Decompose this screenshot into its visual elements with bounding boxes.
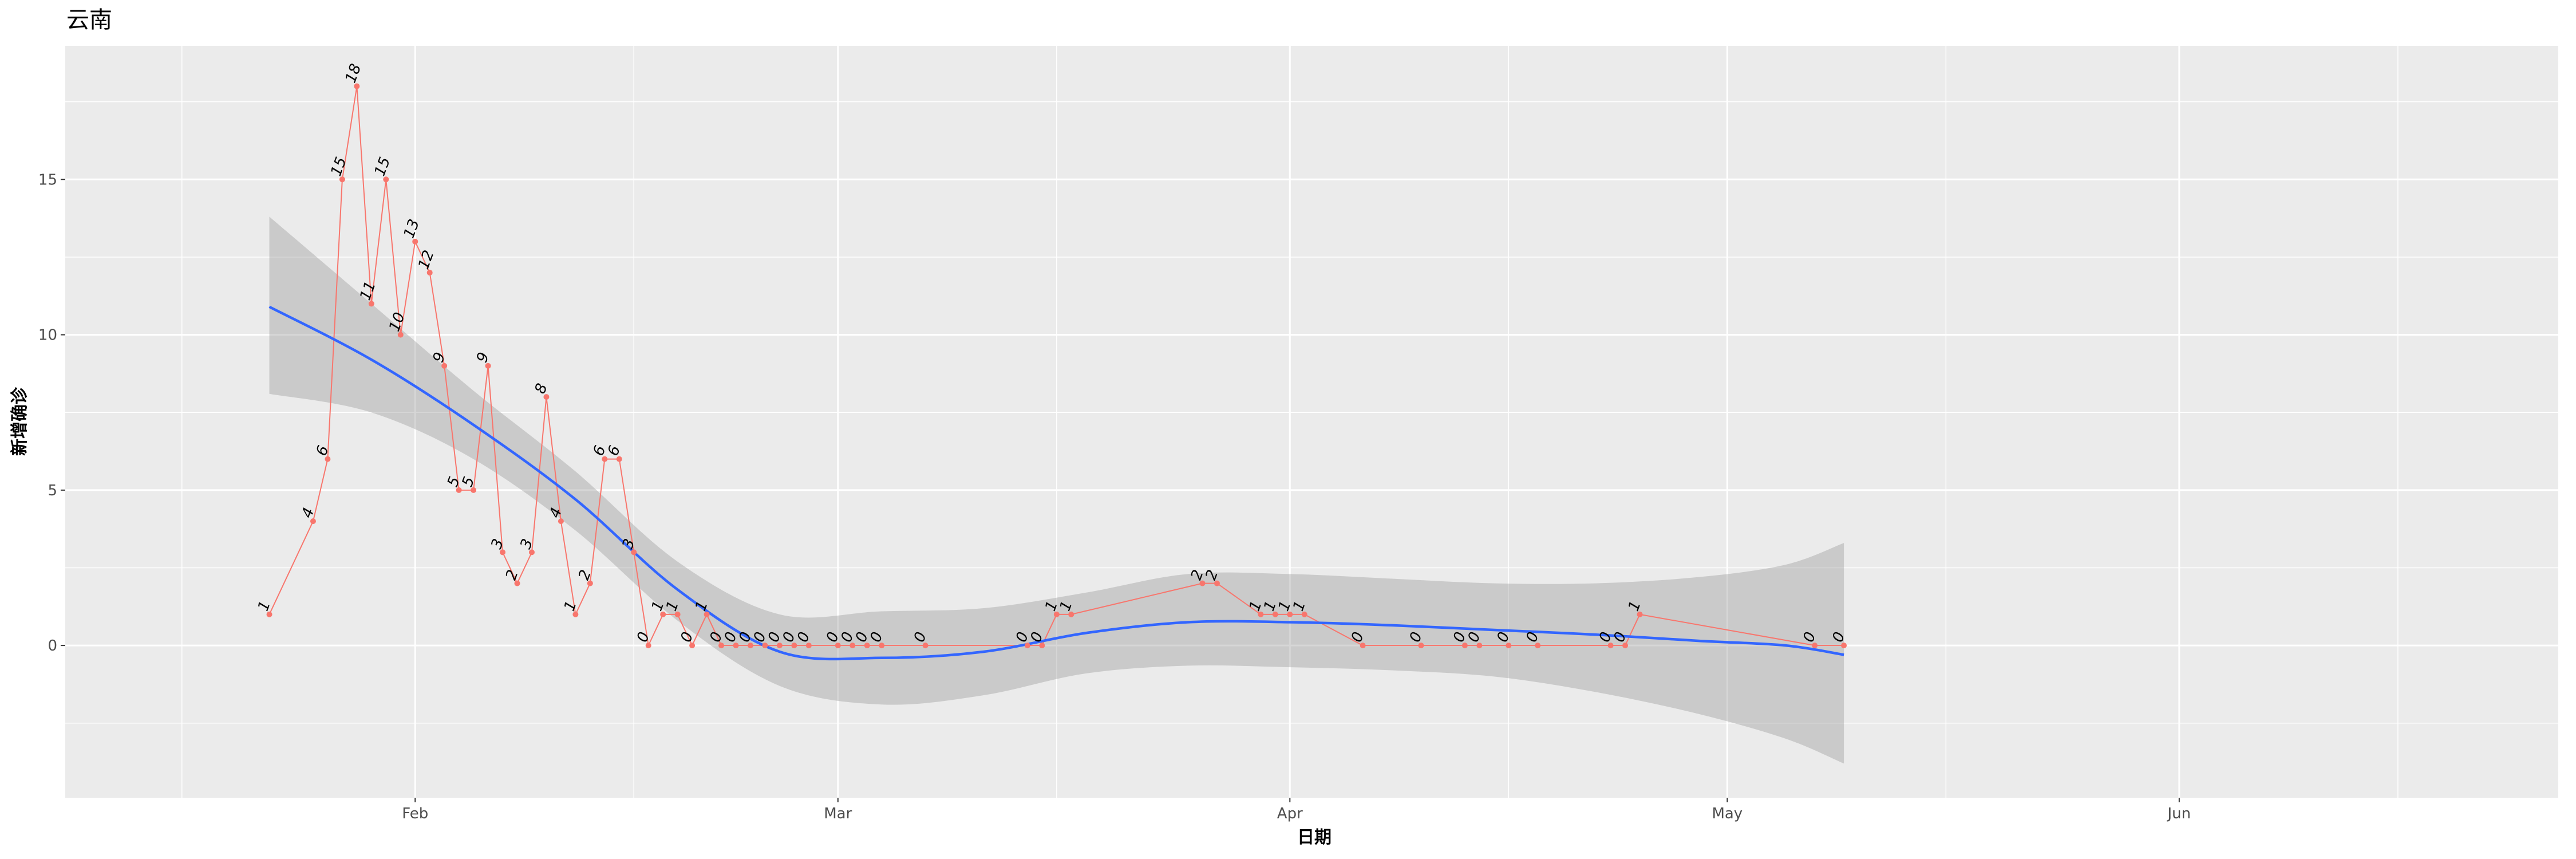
- y-tick-label: 0: [48, 637, 57, 655]
- axis-layer: Feb Mar Apr May Jun 0 5 10 15: [38, 171, 2191, 822]
- data-point: [1068, 611, 1074, 617]
- x-tick-label: May: [1712, 805, 1743, 822]
- y-tick-label: 5: [48, 482, 57, 499]
- data-point: [1418, 643, 1424, 649]
- data-point: [441, 362, 448, 369]
- smooth-line: [268, 305, 1844, 661]
- data-point: [514, 580, 520, 586]
- data-point: [660, 611, 666, 617]
- grid-minor: [65, 46, 2558, 798]
- data-point: [1214, 580, 1220, 586]
- y-tick-label: 15: [38, 171, 57, 188]
- data-point: [500, 549, 506, 555]
- series-layer: [268, 86, 1844, 648]
- data-point: [587, 580, 593, 586]
- data-point: [718, 643, 725, 649]
- data-point: [879, 643, 885, 649]
- data-point: [1812, 643, 1818, 649]
- x-axis-title: 日期: [1297, 828, 1332, 848]
- data-point: [850, 643, 856, 649]
- data-point: [1258, 611, 1264, 617]
- data-point: [689, 643, 696, 649]
- data-point: [383, 176, 389, 183]
- data-point: [426, 270, 433, 276]
- data-point: [528, 549, 535, 555]
- data-point: [1024, 643, 1030, 649]
- y-tick-label: 10: [38, 327, 57, 344]
- data-point: [354, 83, 360, 89]
- data-point: [762, 643, 768, 649]
- x-tick-label: Feb: [402, 805, 428, 822]
- data-point: [1053, 611, 1060, 617]
- data-point: [631, 549, 637, 555]
- data-point: [1199, 580, 1206, 586]
- data-point: [864, 643, 870, 649]
- smooth-layer: [268, 305, 1844, 661]
- data-point: [1607, 643, 1614, 649]
- data-point: [791, 643, 797, 649]
- data-point: [543, 394, 550, 400]
- data-point: [733, 643, 739, 649]
- data-point: [1272, 611, 1278, 617]
- point-layer: [266, 83, 1847, 649]
- data-point: [339, 176, 345, 183]
- data-point: [310, 518, 316, 525]
- data-point: [616, 456, 622, 462]
- data-point: [805, 643, 812, 649]
- chart-title: 云南: [66, 7, 112, 33]
- data-point: [776, 643, 783, 649]
- data-point: [1637, 611, 1643, 617]
- x-tick-label: Jun: [2167, 805, 2191, 822]
- data-point: [674, 611, 681, 617]
- data-point: [1039, 643, 1045, 649]
- grid-major: [65, 46, 2558, 798]
- data-point: [1506, 643, 1512, 649]
- data-point: [1301, 611, 1307, 617]
- data-point: [471, 487, 477, 493]
- plot-panel: [65, 46, 2558, 798]
- data-point: [485, 362, 491, 369]
- data-point: [922, 643, 929, 649]
- data-point: [1841, 643, 1847, 649]
- data-point: [704, 611, 710, 617]
- data-point: [572, 611, 579, 617]
- data-point: [602, 456, 608, 462]
- series-line: [268, 86, 1844, 648]
- x-tick-label: Apr: [1277, 805, 1303, 822]
- data-point: [1476, 643, 1483, 649]
- data-point: [368, 301, 374, 307]
- x-tick-label: Mar: [824, 805, 852, 822]
- data-point: [266, 611, 272, 617]
- data-point: [558, 518, 564, 525]
- data-point: [645, 643, 651, 649]
- data-point: [325, 456, 331, 462]
- data-point: [835, 643, 841, 649]
- y-axis-title: 新增确诊: [10, 387, 30, 456]
- data-point: [1535, 643, 1541, 649]
- data-point: [1461, 643, 1468, 649]
- data-point: [747, 643, 753, 649]
- data-point: [1287, 611, 1293, 617]
- data-point: [456, 487, 462, 493]
- data-point: [412, 238, 418, 245]
- data-point: [1622, 643, 1629, 649]
- data-point: [397, 332, 404, 338]
- data-point: [1360, 643, 1366, 649]
